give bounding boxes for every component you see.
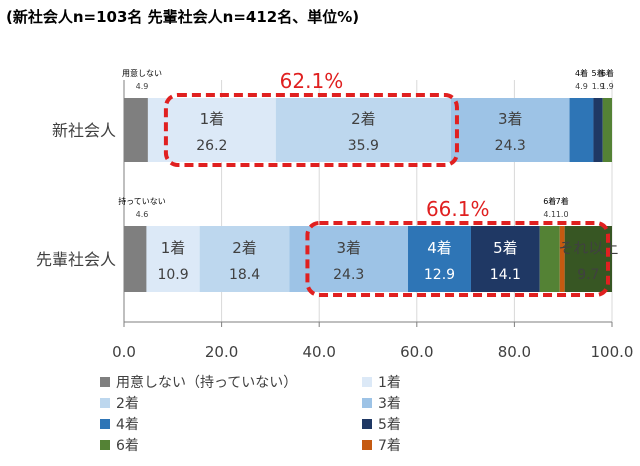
- bar-label: 6着: [543, 196, 556, 206]
- bar-value: 14.1: [490, 267, 521, 283]
- bar-segment: [470, 226, 540, 292]
- bar-segment: [146, 226, 200, 292]
- bar-label: 用意しない: [122, 68, 162, 78]
- bar-segment: [147, 98, 276, 162]
- legend-item: 1着: [362, 372, 401, 392]
- legend-swatch: [100, 419, 110, 429]
- legend-item: 3着: [362, 393, 401, 413]
- bar-segment: [275, 98, 451, 162]
- bar-value: 1.9: [601, 82, 614, 91]
- bar-label: 1着: [200, 110, 225, 128]
- bar-label: 2着: [232, 239, 257, 257]
- chart-title: (新社会人n=103名 先輩社会人n=412名、単位%): [6, 8, 360, 26]
- bar-segment: [450, 98, 570, 162]
- legend-item: 5着: [362, 414, 401, 434]
- x-tick-label: 20.0: [205, 343, 238, 361]
- bar-segment: [539, 226, 560, 292]
- highlight-box: [163, 93, 459, 167]
- legend-swatch: [100, 377, 110, 387]
- bar-segment: [199, 226, 290, 292]
- bar-label: 5着: [592, 68, 605, 78]
- bar-value: 24.3: [333, 267, 364, 283]
- bar-label: 4着: [427, 239, 452, 257]
- legend-label: 2着: [116, 396, 139, 412]
- bar-segment: [124, 98, 148, 162]
- bar-label: それ以上: [558, 239, 618, 257]
- x-tick-label: 80.0: [498, 343, 531, 361]
- legend-label: 4着: [116, 417, 139, 433]
- legend-swatch: [362, 377, 372, 387]
- legend-item: 2着: [100, 393, 139, 413]
- bar-value: 1.0: [556, 210, 569, 219]
- bar-label: 2着: [351, 110, 376, 128]
- bar-value: 4.9: [575, 82, 588, 91]
- bar-segment: [569, 98, 594, 162]
- bar-label: 1着: [161, 239, 186, 257]
- bar-value: 4.6: [136, 210, 149, 219]
- legend-swatch: [100, 398, 110, 408]
- bar-value: 9.7: [577, 267, 599, 283]
- bar-value: 24.3: [495, 138, 526, 154]
- bar-value: 18.4: [229, 267, 260, 283]
- bar-segment: [593, 98, 603, 162]
- legend-swatch: [362, 419, 372, 429]
- bar-segment: [602, 98, 612, 162]
- highlight-percent: 62.1%: [280, 69, 344, 93]
- category-label: 先輩社会人: [36, 250, 116, 269]
- bar-label: 3着: [498, 110, 523, 128]
- bar-segment: [408, 226, 471, 292]
- bar-value: 4.1: [543, 210, 556, 219]
- bar-label: 7着: [556, 196, 569, 206]
- legend-swatch: [100, 440, 110, 450]
- category-label: 新社会人: [52, 121, 116, 140]
- legend-label: 7着: [378, 438, 401, 454]
- legend-label: 用意しない（持っていない）: [116, 375, 298, 391]
- legend-label: 3着: [378, 396, 401, 412]
- legend-item: 6着: [100, 435, 139, 455]
- x-tick-label: 100.0: [591, 343, 634, 361]
- legend-label: 1着: [378, 375, 401, 391]
- legend-item: 7着: [362, 435, 401, 455]
- bar-segment: [564, 226, 612, 292]
- legend-item: 用意しない（持っていない）: [100, 372, 297, 392]
- bar-segment: [559, 226, 565, 292]
- highlight-percent: 66.1%: [426, 197, 490, 221]
- bar-value: 35.9: [348, 138, 379, 154]
- legend-label: 6着: [116, 438, 139, 454]
- legend-label: 5着: [378, 417, 401, 433]
- x-tick-label: 40.0: [302, 343, 335, 361]
- bar-label: 5着: [493, 239, 518, 257]
- legend-swatch: [362, 440, 372, 450]
- bar-value: 12.9: [424, 267, 455, 283]
- legend-item: 4着: [100, 414, 139, 434]
- bar-label: 3着: [336, 239, 361, 257]
- bar-segment: [124, 226, 147, 292]
- bar-label: 持っていない: [118, 196, 166, 206]
- bar-value: 26.2: [196, 138, 227, 154]
- x-tick-label: 60.0: [400, 343, 433, 361]
- bar-value: 10.9: [157, 267, 188, 283]
- bar-value: 1.9: [592, 82, 605, 91]
- bar-label: 6着: [601, 68, 614, 78]
- bar-label: 4着: [575, 68, 588, 78]
- bar-value: 4.9: [136, 82, 149, 91]
- legend-swatch: [362, 398, 372, 408]
- x-tick-label: 0.0: [112, 343, 136, 361]
